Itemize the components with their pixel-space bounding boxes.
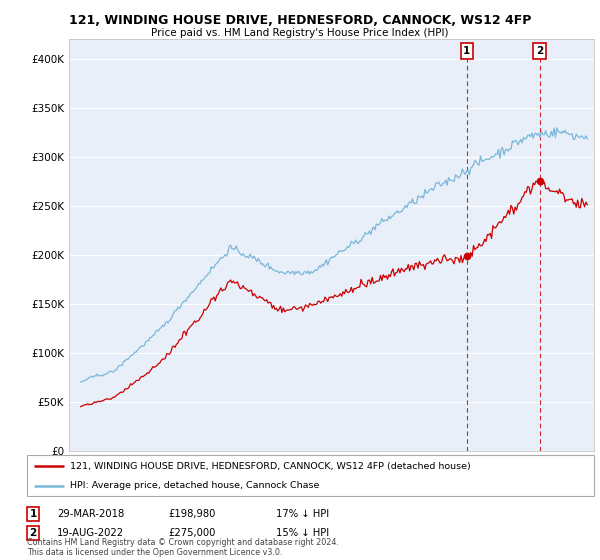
Text: 1: 1 bbox=[29, 509, 37, 519]
Text: 19-AUG-2022: 19-AUG-2022 bbox=[57, 528, 124, 538]
Text: £198,980: £198,980 bbox=[168, 509, 215, 519]
Text: 121, WINDING HOUSE DRIVE, HEDNESFORD, CANNOCK, WS12 4FP (detached house): 121, WINDING HOUSE DRIVE, HEDNESFORD, CA… bbox=[70, 461, 470, 470]
Text: 29-MAR-2018: 29-MAR-2018 bbox=[57, 509, 124, 519]
Text: 15% ↓ HPI: 15% ↓ HPI bbox=[276, 528, 329, 538]
Text: £275,000: £275,000 bbox=[168, 528, 215, 538]
Text: Contains HM Land Registry data © Crown copyright and database right 2024.
This d: Contains HM Land Registry data © Crown c… bbox=[27, 538, 339, 557]
Text: 2: 2 bbox=[536, 46, 543, 56]
Text: HPI: Average price, detached house, Cannock Chase: HPI: Average price, detached house, Cann… bbox=[70, 481, 319, 490]
FancyBboxPatch shape bbox=[27, 455, 594, 496]
Text: 17% ↓ HPI: 17% ↓ HPI bbox=[276, 509, 329, 519]
Text: 1: 1 bbox=[463, 46, 470, 56]
Text: 121, WINDING HOUSE DRIVE, HEDNESFORD, CANNOCK, WS12 4FP: 121, WINDING HOUSE DRIVE, HEDNESFORD, CA… bbox=[69, 14, 531, 27]
Text: Price paid vs. HM Land Registry's House Price Index (HPI): Price paid vs. HM Land Registry's House … bbox=[151, 28, 449, 38]
Text: 2: 2 bbox=[29, 528, 37, 538]
